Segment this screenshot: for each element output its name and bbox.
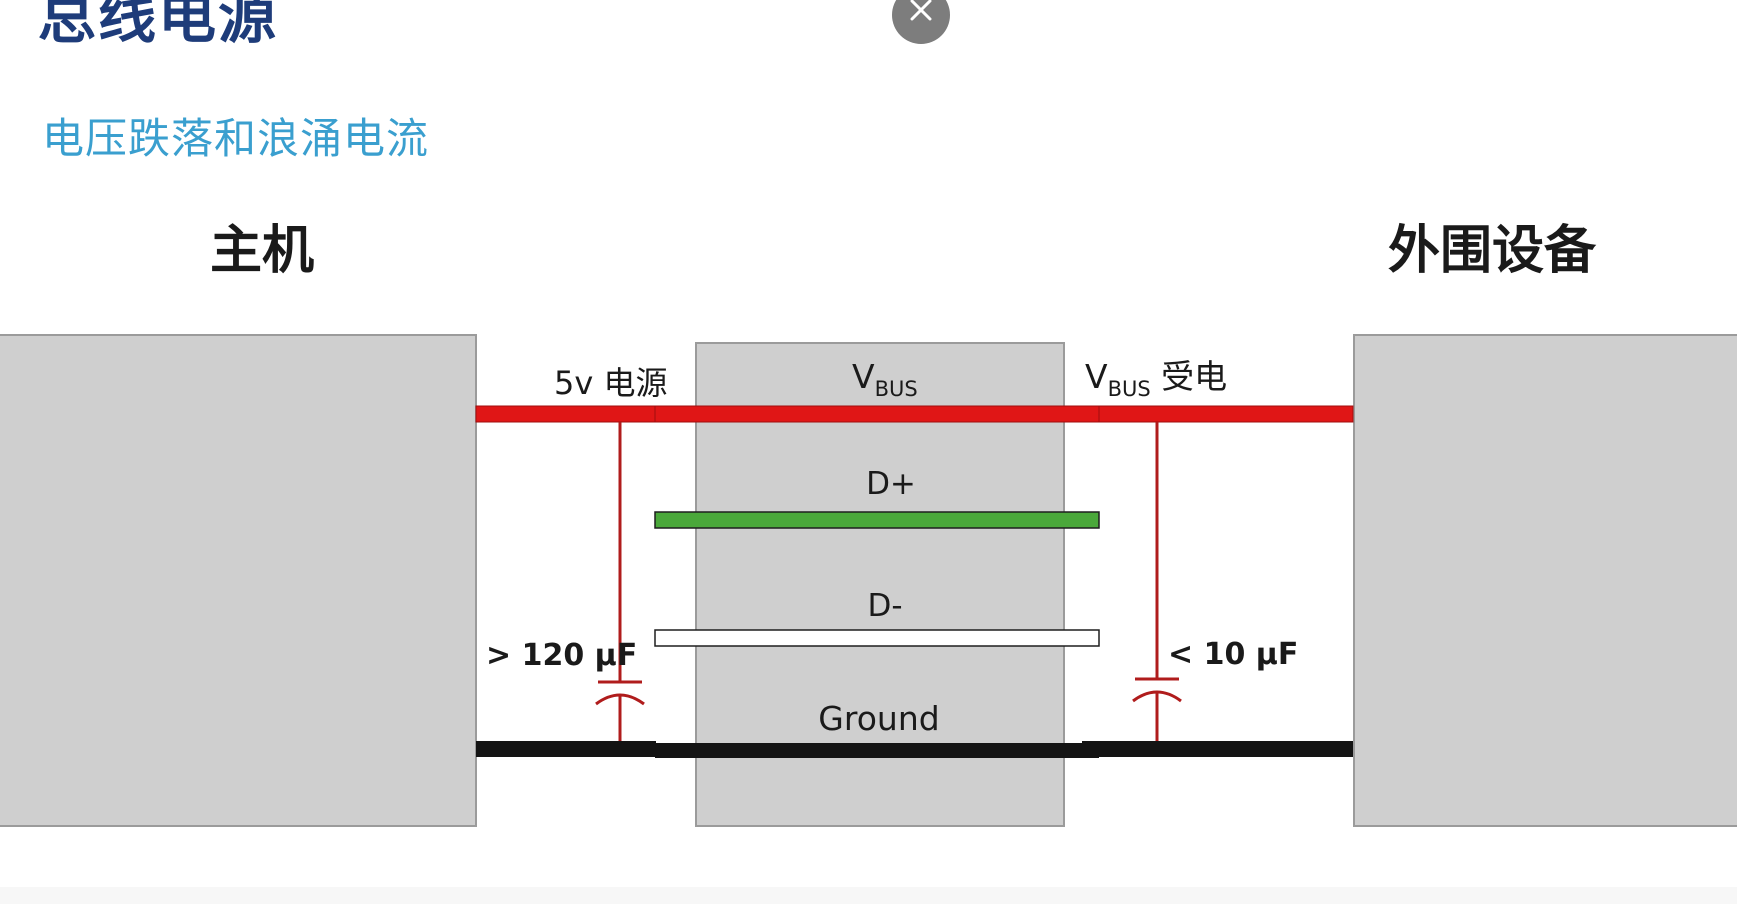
dplus-line (654, 511, 1100, 529)
host-capacitor-symbol (595, 422, 645, 741)
slide-subtitle: 电压跌落和浪涌电流 (42, 114, 430, 163)
device-capacitor-symbol (1132, 422, 1182, 741)
bottom-strip (0, 887, 1737, 904)
slide-title: 总线电源 (38, 0, 279, 51)
ground-device-segment (1082, 741, 1353, 757)
close-icon (910, 0, 932, 21)
ground-host-segment (476, 741, 656, 757)
vbus-host-segment (475, 405, 657, 423)
vbus-receive-sub: BUS (1108, 377, 1151, 401)
vbus-receive-main: V (1085, 357, 1108, 396)
device-heading: 外围设备 (1388, 220, 1597, 281)
ground-label: Ground (818, 699, 939, 738)
device-capacitance-label: < 10 µF (1168, 637, 1298, 672)
vbus-receive-suffix: 受电 (1151, 357, 1228, 396)
host-box (0, 334, 477, 827)
dminus-line (654, 629, 1100, 647)
host-capacitance-label: > 120 µF (486, 638, 637, 673)
vbus-cable-segment (654, 405, 1100, 423)
power-source-label: 5v 电源 (554, 364, 667, 402)
vbus-device-segment (1098, 405, 1354, 423)
dplus-label: D+ (866, 466, 916, 502)
host-heading: 主机 (210, 220, 314, 281)
vbus-label-main: V (852, 357, 875, 396)
vbus-label: VBUS (852, 357, 918, 401)
device-box (1353, 334, 1737, 827)
ground-cable-segment (655, 743, 1099, 758)
vbus-label-sub: BUS (875, 377, 918, 401)
vbus-receive-label: VBUS 受电 (1085, 357, 1227, 401)
dminus-label: D- (867, 588, 902, 624)
close-button[interactable] (892, 0, 950, 44)
